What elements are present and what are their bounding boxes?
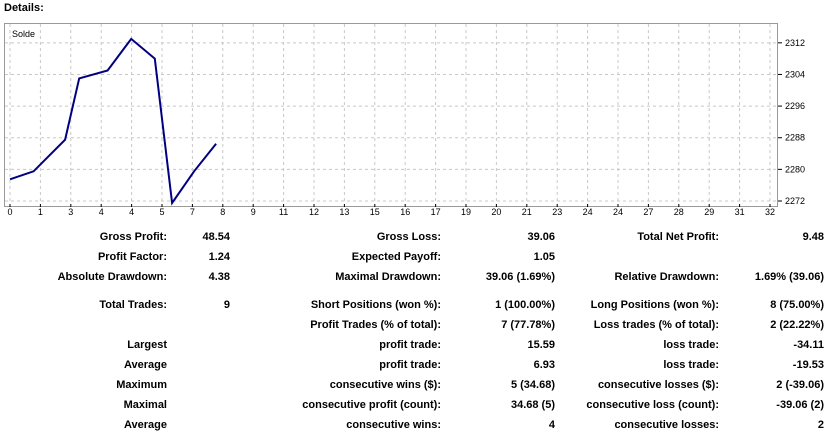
x-tick-label: 1: [38, 207, 43, 217]
y-tick-label: 2312: [785, 38, 805, 48]
x-tick-label: 4: [99, 207, 104, 217]
x-tick-label: 31: [735, 207, 745, 217]
average-label: Average: [123, 359, 167, 371]
chart-legend: Solde: [12, 29, 35, 39]
balance-line: [9, 37, 217, 206]
largest-loss-value: -34.11: [793, 339, 824, 351]
x-tick-label: 17: [431, 207, 441, 217]
maximal-cons-profit-value: 34.68 (5): [510, 399, 555, 411]
x-tick-label: 3: [68, 207, 73, 217]
x-tick-label: 9: [251, 207, 256, 217]
gross-profit-value: 48.54: [202, 231, 230, 243]
avg-cons-losses-label: consecutive losses:: [614, 419, 719, 431]
x-tick-label: 27: [643, 207, 653, 217]
x-tick-label: 16: [400, 207, 410, 217]
expected-payoff-label: Expected Payoff:: [351, 251, 441, 263]
gross-profit-label: Gross Profit:: [99, 231, 167, 243]
total-trades-value: 9: [223, 299, 230, 311]
x-tick-label: 29: [704, 207, 714, 217]
x-tick-label: 11: [279, 207, 288, 217]
average-profit-label: profit trade:: [379, 359, 441, 371]
y-tick-label: 2304: [785, 69, 805, 79]
average-profit-value: 6.93: [533, 359, 555, 371]
average2-label: Average: [123, 419, 167, 431]
expected-payoff-value: 1.05: [533, 251, 555, 263]
maximal-cons-profit-label: consecutive profit (count):: [302, 399, 441, 411]
loss-trades-value: 2 (22.22%): [770, 319, 824, 331]
profit-factor-label: Profit Factor:: [97, 251, 167, 263]
total-net-profit-label: Total Net Profit:: [637, 231, 719, 243]
avg-cons-losses-value: 2: [817, 419, 824, 431]
x-tick-label: 4: [129, 207, 134, 217]
profit-trades-value: 7 (77.78%): [501, 319, 555, 331]
x-tick-label: 20: [491, 207, 501, 217]
x-tick-label: 7: [190, 207, 195, 217]
x-tick-label: 13: [339, 207, 349, 217]
total-net-profit-value: 9.48: [802, 231, 824, 243]
y-tick-label: 2296: [785, 101, 805, 111]
maximal-cons-loss-label: consecutive loss (count):: [586, 399, 719, 411]
x-tick-label: 24: [613, 207, 623, 217]
short-positions-value: 1 (100.00%): [495, 299, 555, 311]
y-tick-label: 2272: [785, 196, 805, 206]
largest-label: Largest: [127, 339, 167, 351]
x-tick-label: 28: [674, 207, 684, 217]
avg-cons-wins-label: consecutive wins:: [346, 419, 441, 431]
profit-factor-value: 1.24: [208, 251, 230, 263]
absolute-drawdown-value: 4.38: [208, 271, 230, 283]
max-cons-losses-label: consecutive losses ($):: [597, 379, 719, 391]
maximal-cons-loss-value: -39.06 (2): [776, 399, 824, 411]
x-tick-label: 32: [765, 207, 775, 217]
average-loss-value: -19.53: [792, 359, 824, 371]
y-tick-label: 2288: [785, 133, 805, 143]
maximal-drawdown-value: 39.06 (1.69%): [485, 271, 555, 283]
x-tick-label: 0: [7, 207, 12, 217]
absolute-drawdown-label: Absolute Drawdown:: [57, 271, 167, 283]
long-positions-label: Long Positions (won %):: [590, 299, 719, 311]
maximal-label: Maximal: [123, 399, 167, 411]
max-cons-losses-value: 2 (-39.06): [776, 379, 824, 391]
y-tick-label: 2280: [785, 164, 805, 174]
largest-profit-label: profit trade:: [379, 339, 441, 351]
average-loss-label: loss trade:: [663, 359, 719, 371]
short-positions-label: Short Positions (won %):: [310, 299, 441, 311]
x-tick-label: 8: [220, 207, 225, 217]
max-cons-wins-label: consecutive wins ($):: [329, 379, 441, 391]
maximal-drawdown-label: Maximal Drawdown:: [335, 271, 441, 283]
largest-profit-value: 15.59: [527, 339, 555, 351]
avg-cons-wins-value: 4: [548, 419, 555, 431]
x-tick-label: 12: [309, 207, 319, 217]
maximum-label: Maximum: [116, 379, 167, 391]
relative-drawdown-label: Relative Drawdown:: [614, 271, 719, 283]
x-tick-label: 15: [370, 207, 380, 217]
balance-chart-frame: [4, 23, 778, 207]
gross-loss-label: Gross Loss:: [376, 231, 441, 243]
details-title: Details:: [4, 2, 44, 14]
balance-chart: Solde 0 1 3 4 4 5 7 8 9 11 12 13 15 16 17 19 20 21 23 24 24 2…: [5, 24, 805, 217]
x-tick-label: 19: [461, 207, 471, 217]
largest-loss-label: loss trade:: [663, 339, 719, 351]
max-cons-wins-value: 5 (34.68): [510, 379, 555, 391]
x-tick-label: 23: [552, 207, 562, 217]
profit-trades-label: Profit Trades (% of total):: [310, 319, 441, 331]
long-positions-value: 8 (75.00%): [770, 299, 824, 311]
x-tick-label: 24: [583, 207, 593, 217]
gross-loss-value: 39.06: [527, 231, 555, 243]
x-tick-label: 21: [522, 207, 532, 217]
relative-drawdown-value: 1.69% (39.06): [754, 271, 824, 283]
total-trades-label: Total Trades:: [99, 299, 167, 311]
x-tick-label: 5: [159, 207, 164, 217]
loss-trades-label: Loss trades (% of total):: [593, 319, 719, 331]
